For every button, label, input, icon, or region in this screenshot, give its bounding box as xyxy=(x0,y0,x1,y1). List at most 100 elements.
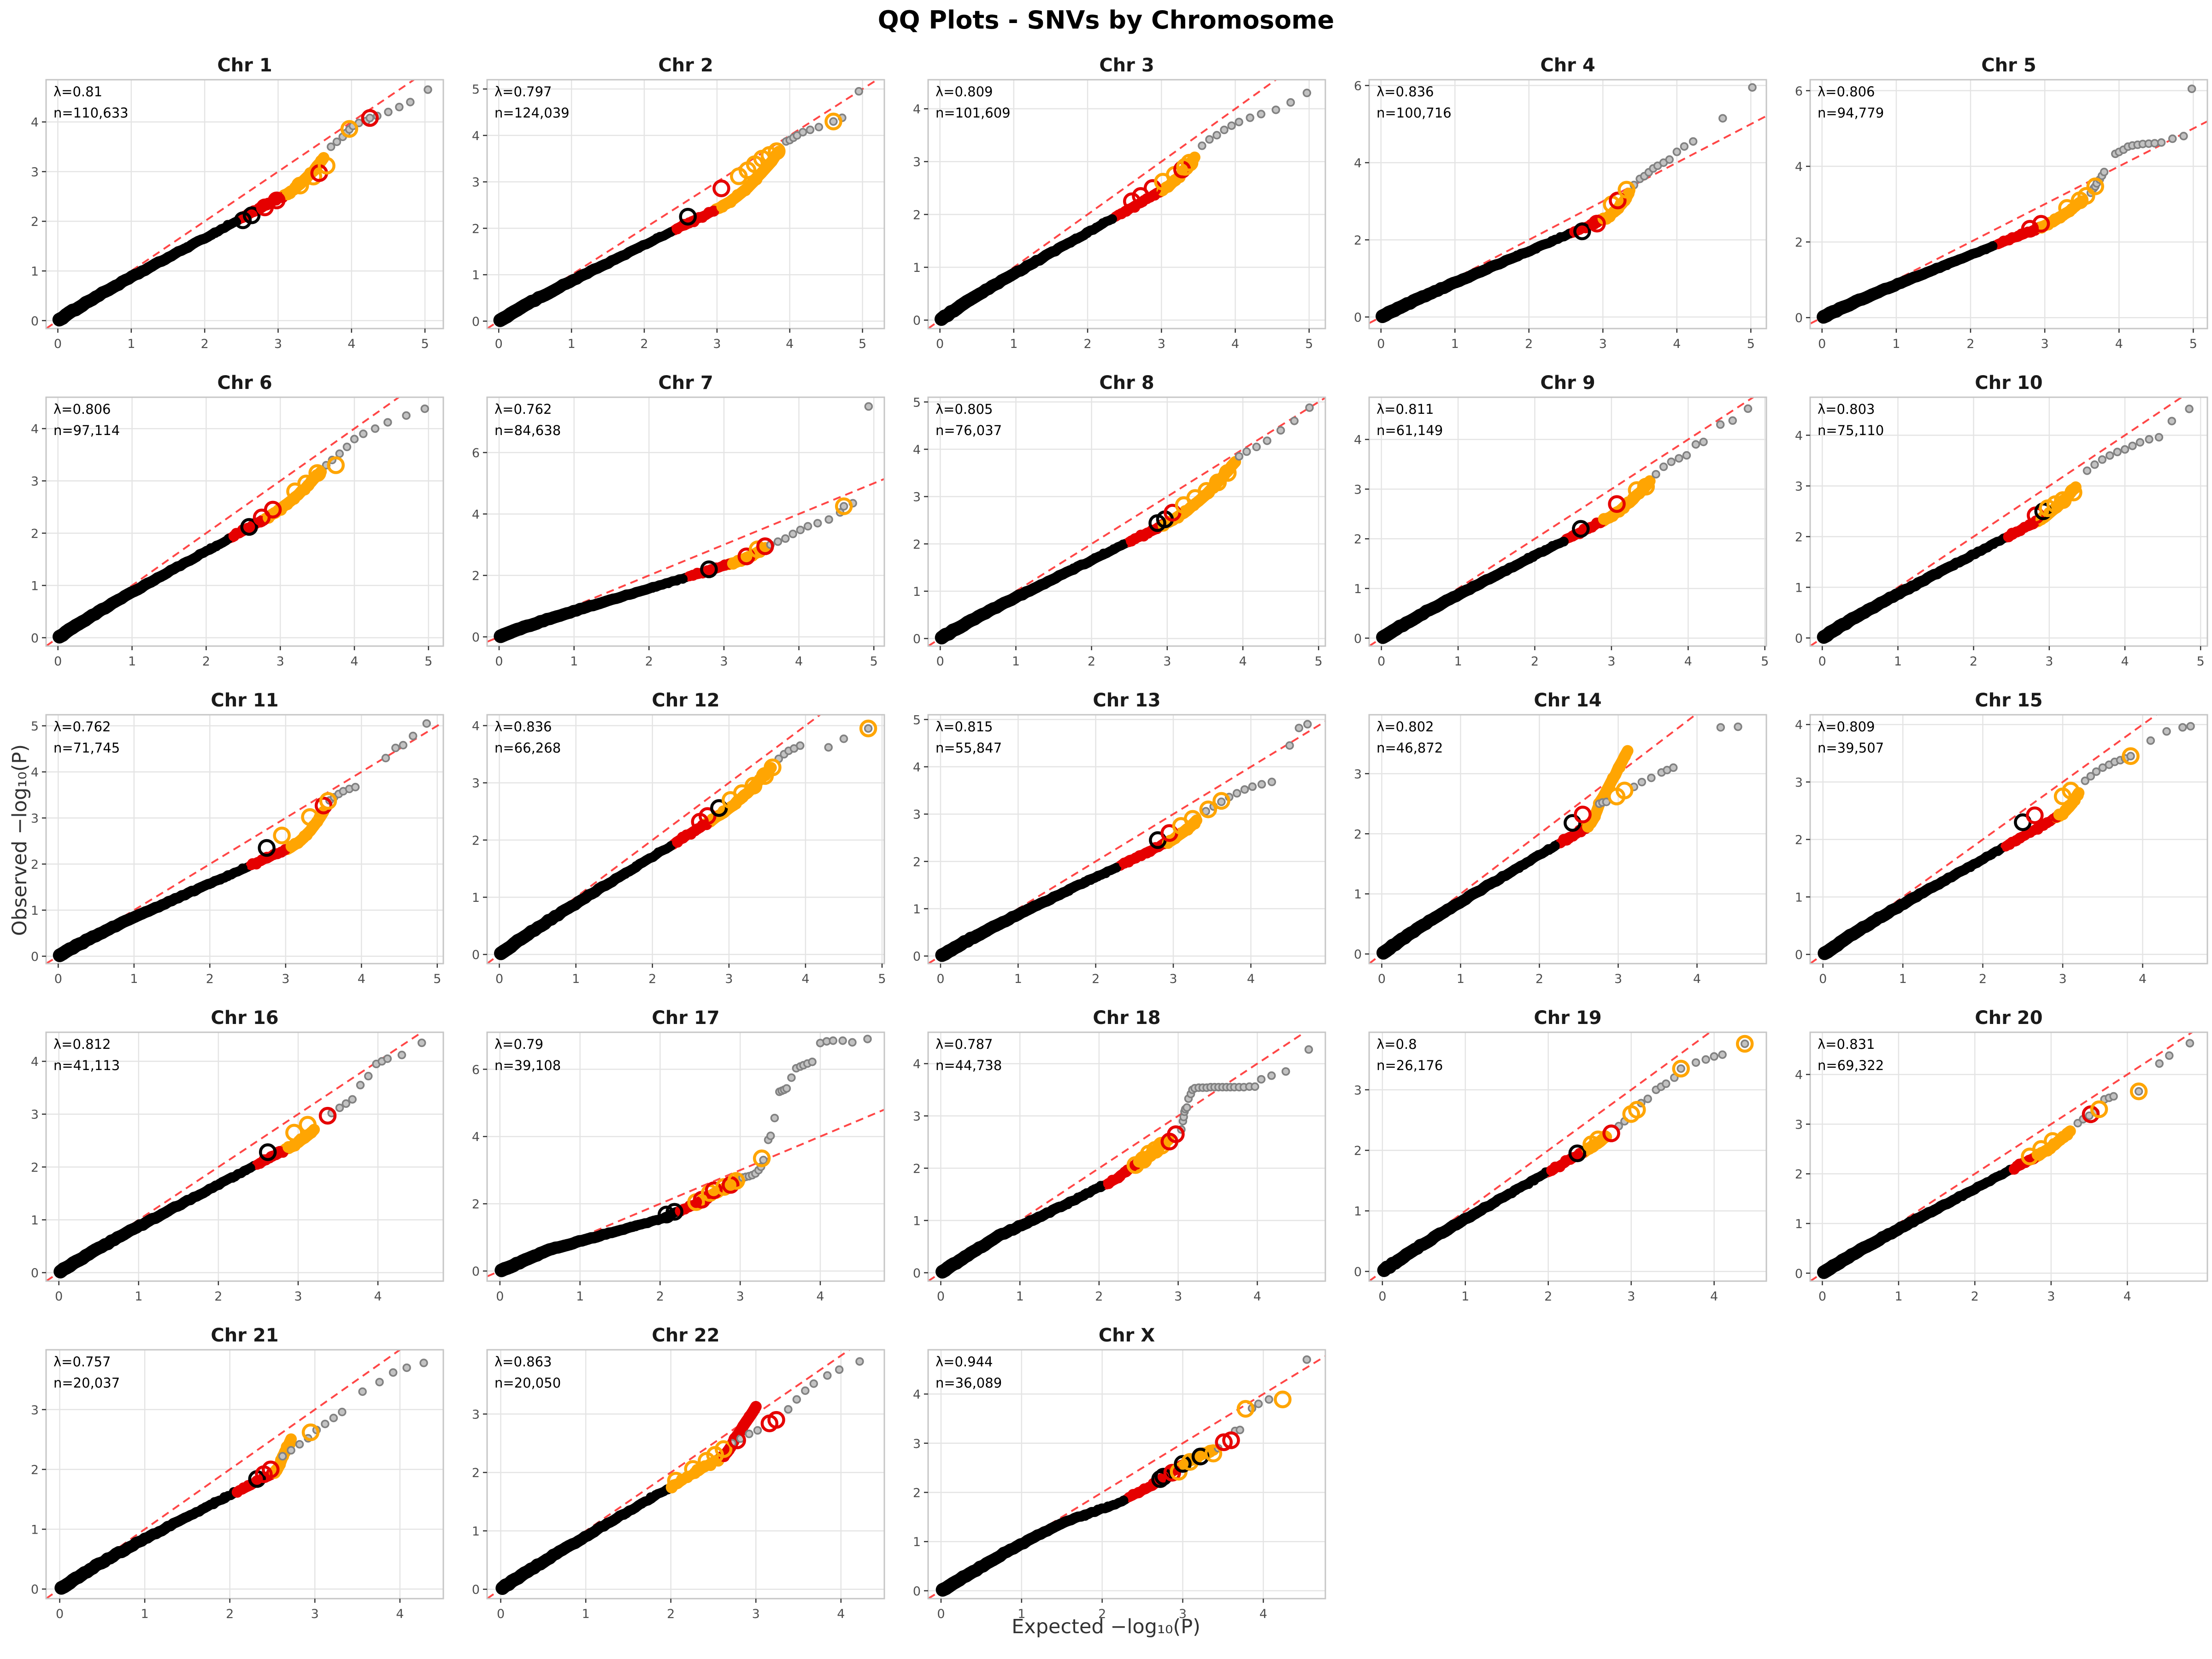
qq-panel-chr14: 0 1 2 3 4 0 1 2 3 Chr 14 λ=0.802 n=46,872 xyxy=(1335,682,1768,1001)
x-tick-label: 5 xyxy=(878,972,886,986)
y-tick-label: 3 xyxy=(1795,479,1803,494)
y-tick-label: 0 xyxy=(1795,631,1803,646)
qq-plot-canvas-chr2: 0 1 2 3 4 5 0 1 2 3 4 5 Chr 2 λ=0.797 n=124,039 xyxy=(472,55,885,351)
y-tick-label: 6 xyxy=(1795,84,1803,99)
panel-title: Chr X xyxy=(1099,1325,1155,1346)
x-tick-label: 5 xyxy=(2197,654,2205,669)
x-tick-label: 0 xyxy=(1819,972,1827,986)
x-tick-label: 0 xyxy=(1378,1289,1386,1304)
qq-plot-canvas-chr18: 0 1 2 3 4 0 1 2 3 4 Chr 18 λ=0.787 n=44,738 xyxy=(913,1007,1326,1304)
y-tick-label: 0 xyxy=(1354,632,1362,646)
y-tick-label: 4 xyxy=(913,760,921,775)
x-tick-label: 1 xyxy=(1014,972,1022,986)
x-tick-label: 0 xyxy=(55,1289,63,1304)
y-tick-label: 0 xyxy=(31,1583,39,1597)
y-tick-label: 2 xyxy=(31,1463,39,1477)
x-tick-label: 3 xyxy=(2041,337,2049,351)
x-tick-label: 3 xyxy=(1169,972,1177,986)
y-tick-label: 1 xyxy=(1795,1217,1803,1231)
y-tick-label: 2 xyxy=(472,1197,480,1212)
x-tick-label: 3 xyxy=(2047,1289,2055,1304)
lambda-annotation: λ=0.757 xyxy=(53,1354,111,1370)
y-tick-label: 0 xyxy=(472,948,480,962)
x-tick-label: 3 xyxy=(274,337,282,351)
lambda-annotation: λ=0.787 xyxy=(935,1036,993,1052)
y-tick-label: 2 xyxy=(1354,233,1362,247)
x-tick-label: 0 xyxy=(936,654,944,669)
y-tick-label: 1 xyxy=(472,268,480,282)
x-tick-label: 4 xyxy=(2124,1289,2131,1304)
lambda-annotation: λ=0.762 xyxy=(53,719,111,735)
x-tick-label: 4 xyxy=(1693,972,1701,986)
x-tick-label: 0 xyxy=(1818,1289,1826,1304)
n-annotation: n=44,738 xyxy=(935,1058,1002,1073)
x-tick-label: 1 xyxy=(568,337,576,351)
qq-plot-canvas-chr15: 0 1 2 3 4 0 1 2 3 4 Chr 15 λ=0.809 n=39,507 xyxy=(1795,690,2208,986)
qq-panel-chr6: 0 1 2 3 4 5 0 1 2 3 4 Chr 6 λ=0.806 n=97,114 xyxy=(12,364,445,684)
x-tick-label: 1 xyxy=(1012,654,1020,669)
n-annotation: n=66,268 xyxy=(494,740,561,756)
y-tick-label: 0 xyxy=(1795,1267,1803,1281)
x-tick-label: 4 xyxy=(1259,1607,1267,1621)
y-tick-label: 4 xyxy=(1795,1068,1803,1082)
y-tick-label: 0 xyxy=(913,1584,921,1599)
y-tick-label: 0 xyxy=(31,950,39,964)
x-tick-label: 2 xyxy=(1970,654,1977,669)
qq-panel-chr5: 0 1 2 3 4 5 0 2 4 6 Chr 5 λ=0.806 n=94,779 xyxy=(1776,47,2209,366)
y-tick-label: 2 xyxy=(1795,833,1803,847)
x-tick-label: 2 xyxy=(645,654,653,669)
x-tick-label: 0 xyxy=(54,654,62,669)
x-tick-label: 0 xyxy=(936,337,944,351)
qq-panel-chr17: 0 1 2 3 4 0 2 4 6 Chr 17 λ=0.79 n=39,108 xyxy=(453,999,886,1319)
x-tick-label: 3 xyxy=(1627,1289,1635,1304)
x-tick-label: 0 xyxy=(1378,972,1386,986)
panel-title: Chr 14 xyxy=(1534,690,1601,711)
n-annotation: n=46,872 xyxy=(1377,740,1443,756)
y-tick-label: 2 xyxy=(913,1162,921,1176)
qq-panel-chr7: 0 1 2 3 4 5 0 2 4 6 Chr 7 λ=0.762 n=84,638 xyxy=(453,364,886,684)
lambda-annotation: λ=0.806 xyxy=(1818,84,1875,100)
x-tick-label: 3 xyxy=(1614,972,1622,986)
y-tick-label: 0 xyxy=(472,1583,480,1597)
qq-panel-chr1: 0 1 2 3 4 5 0 1 2 3 4 Chr 1 λ=0.81 n=110,633 xyxy=(12,47,445,366)
y-tick-label: 0 xyxy=(913,950,921,964)
x-tick-label: 5 xyxy=(424,654,432,669)
y-tick-label: 3 xyxy=(1795,776,1803,790)
y-tick-label: 0 xyxy=(31,314,39,329)
qq-panel-chr2: 0 1 2 3 4 5 0 1 2 3 4 5 Chr 2 λ=0.797 n=124,039 xyxy=(453,47,886,366)
x-tick-label: 1 xyxy=(1451,337,1459,351)
y-tick-label: 2 xyxy=(31,858,39,872)
y-tick-label: 3 xyxy=(1354,482,1362,497)
n-annotation: n=20,050 xyxy=(494,1375,561,1391)
x-tick-label: 2 xyxy=(206,972,214,986)
y-tick-label: 3 xyxy=(913,1437,921,1451)
lambda-annotation: λ=0.809 xyxy=(935,84,993,100)
n-annotation: n=69,322 xyxy=(1818,1058,1884,1073)
x-tick-label: 4 xyxy=(795,654,803,669)
y-tick-label: 3 xyxy=(472,176,480,190)
y-tick-label: 4 xyxy=(1354,156,1362,171)
y-tick-label: 1 xyxy=(1354,582,1362,596)
n-annotation: n=110,633 xyxy=(53,105,129,121)
y-tick-label: 1 xyxy=(472,891,480,905)
x-tick-label: 3 xyxy=(713,337,721,351)
lambda-annotation: λ=0.831 xyxy=(1818,1036,1875,1052)
n-annotation: n=26,176 xyxy=(1377,1058,1443,1073)
lambda-annotation: λ=0.79 xyxy=(494,1036,543,1052)
x-tick-label: 2 xyxy=(1531,654,1539,669)
qq-plot-canvas-chr3: 0 1 2 3 4 5 0 1 2 3 4 Chr 3 λ=0.809 n=101,609 xyxy=(913,55,1326,351)
panel-title: Chr 21 xyxy=(211,1325,278,1346)
panel-title: Chr 20 xyxy=(1975,1007,2042,1029)
x-tick-label: 4 xyxy=(374,1289,382,1304)
n-annotation: n=36,089 xyxy=(935,1375,1002,1391)
lambda-annotation: λ=0.803 xyxy=(1818,401,1875,417)
qq-panel-chr9: 0 1 2 3 4 5 0 1 2 3 4 Chr 9 λ=0.811 n=61,149 xyxy=(1335,364,1769,684)
x-tick-label: 1 xyxy=(576,1289,584,1304)
y-tick-label: 2 xyxy=(1795,235,1803,250)
x-tick-label: 0 xyxy=(1818,654,1826,669)
y-tick-label: 6 xyxy=(472,1063,480,1077)
y-tick-label: 2 xyxy=(1795,1167,1803,1182)
y-tick-label: 3 xyxy=(1795,1118,1803,1132)
y-tick-label: 1 xyxy=(1354,1205,1362,1219)
x-tick-label: 5 xyxy=(1315,654,1323,669)
